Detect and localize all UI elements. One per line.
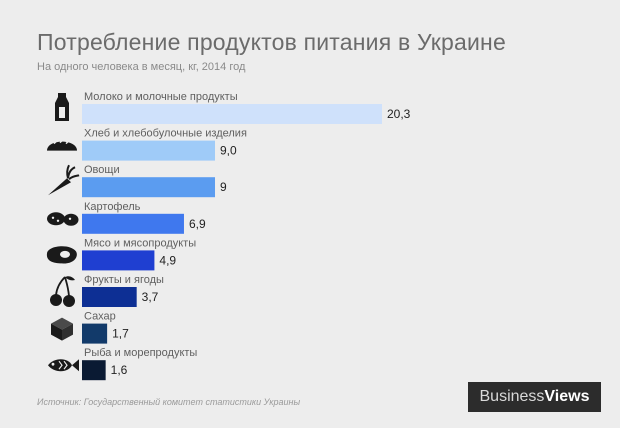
bread-icon xyxy=(47,139,77,151)
category-label: Мясо и мясопродукты xyxy=(84,237,196,249)
bar xyxy=(82,177,216,198)
bar xyxy=(82,140,216,161)
value-label: 20,3 xyxy=(387,107,411,121)
bar xyxy=(82,104,382,124)
category-label: Молоко и молочные продукты xyxy=(84,91,238,103)
source-note: Источник: Государственный комитет статис… xyxy=(37,397,301,407)
logo-business-text: Business xyxy=(479,388,545,405)
fish-icon xyxy=(48,359,79,372)
value-label: 9 xyxy=(220,180,227,194)
bar xyxy=(82,213,184,234)
category-label: Овощи xyxy=(84,164,120,176)
chart-title: Потребление продуктов питания в Украине xyxy=(37,29,506,55)
value-label: 1,7 xyxy=(112,327,129,341)
category-label: Картофель xyxy=(84,201,141,213)
milk-carton-icon xyxy=(55,93,69,121)
meat-icon xyxy=(46,246,77,264)
value-label: 1,6 xyxy=(111,363,128,377)
value-label: 4,9 xyxy=(159,253,176,267)
value-label: 6,9 xyxy=(189,217,206,231)
category-label: Хлеб и хлебобулочные изделия xyxy=(84,128,247,140)
potato-icon xyxy=(47,212,79,226)
category-label: Рыба и морепродукты xyxy=(84,347,197,359)
sugar-cube-icon xyxy=(51,317,73,341)
bar xyxy=(82,323,108,344)
bar xyxy=(82,360,106,381)
bar xyxy=(82,287,137,307)
businessviews-logo: Business Views xyxy=(468,382,601,412)
category-label: Фрукты и ягоды xyxy=(84,274,164,286)
cherry-icon xyxy=(50,276,75,307)
bar xyxy=(82,250,155,271)
value-label: 3,7 xyxy=(142,290,159,304)
carrot-icon xyxy=(48,164,80,196)
logo-views-text: Views xyxy=(544,388,590,405)
value-label: 9,0 xyxy=(220,144,237,158)
category-label: Сахар xyxy=(84,311,116,323)
chart-subtitle: На одного человека в месяц, кг, 2014 год xyxy=(37,61,246,73)
